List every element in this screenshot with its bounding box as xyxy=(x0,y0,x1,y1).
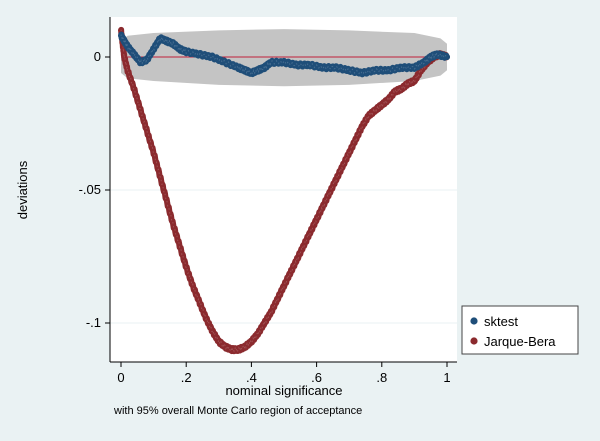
x-tick-label-0: 0 xyxy=(117,370,124,385)
x-tick-label-4: .8 xyxy=(376,370,387,385)
series-marker-texture-1 xyxy=(120,29,448,353)
series-marker-texture-0 xyxy=(120,34,448,76)
legend: sktest Jarque-Bera xyxy=(461,305,579,355)
legend-box xyxy=(461,305,579,355)
gridlines xyxy=(110,189,457,324)
y-tick-label-2: -.1 xyxy=(86,315,101,330)
y-tick-label-0: 0 xyxy=(94,49,101,64)
acceptance-band xyxy=(121,29,447,87)
chart-note: with 95% overall Monte Carlo region of a… xyxy=(113,405,362,417)
series-line-0 xyxy=(118,31,450,78)
series-line-1 xyxy=(118,26,450,355)
x-tick-label-5: 1 xyxy=(443,370,450,385)
x-tick-label-1: .2 xyxy=(181,370,192,385)
series-layer xyxy=(118,26,450,355)
x-axis-label: nominal significance xyxy=(225,383,342,398)
axes: 0 -.05 -.1 0 .2 .4 .6 .8 1 xyxy=(79,17,457,385)
legend-marker-1 xyxy=(470,337,478,345)
legend-label-1: Jarque-Bera xyxy=(484,334,556,349)
y-tick-label-1: -.05 xyxy=(79,182,101,197)
x-tick-label-3: .6 xyxy=(311,370,322,385)
acceptance-region xyxy=(121,29,447,87)
y-axis-label: deviations xyxy=(15,160,30,219)
legend-label-0: sktest xyxy=(484,314,518,329)
x-tick-label-2: .4 xyxy=(246,370,257,385)
legend-marker-0 xyxy=(470,317,478,325)
